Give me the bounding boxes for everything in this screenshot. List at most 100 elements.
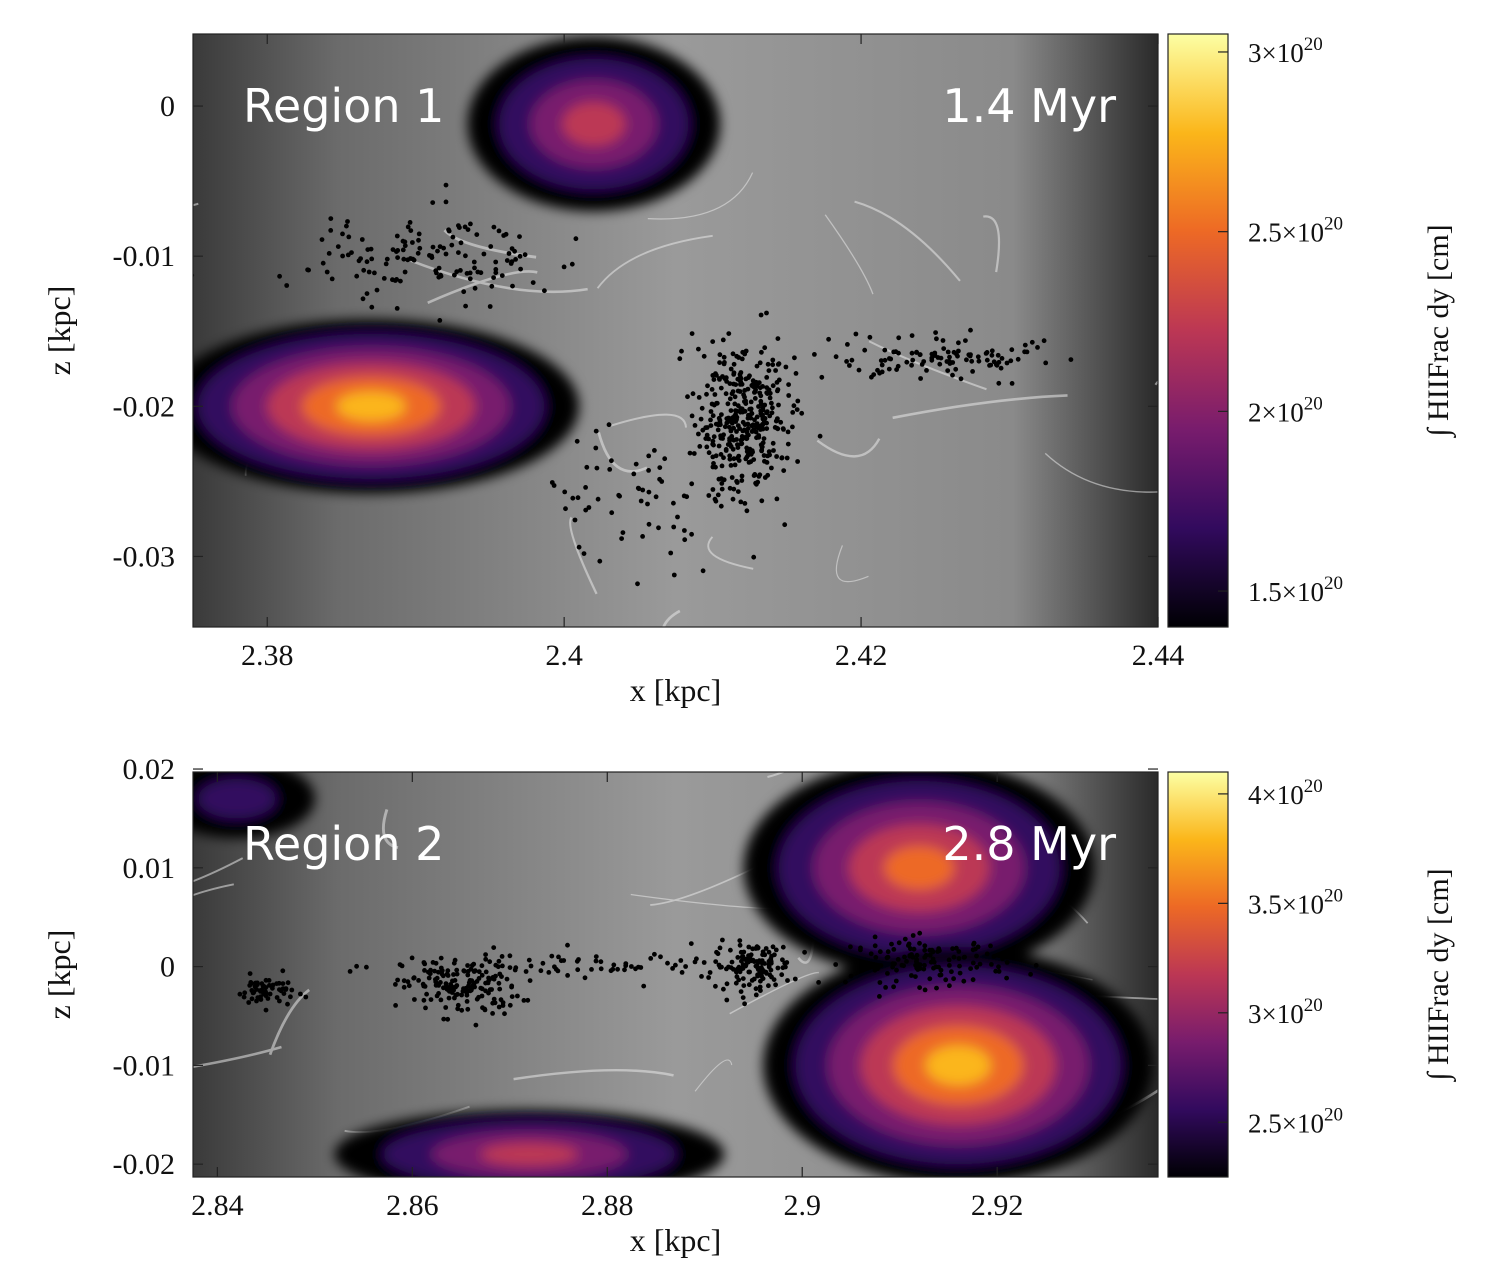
star-particle [710, 438, 716, 444]
star-particle [469, 978, 475, 983]
star-particle [498, 997, 504, 1003]
star-particle [756, 404, 761, 409]
star-particle [764, 385, 770, 390]
star-particle [346, 234, 352, 240]
star-particle [783, 364, 789, 370]
star-particle [720, 337, 726, 343]
star-particle [906, 943, 911, 948]
star-particle [760, 440, 766, 446]
star-particle [719, 486, 725, 492]
star-particle [542, 288, 547, 294]
star-particle [754, 414, 760, 420]
star-particle [527, 978, 533, 983]
star-particle [462, 968, 467, 974]
star-particle [685, 394, 690, 400]
star-particle [891, 349, 897, 355]
star-particle [328, 228, 334, 233]
star-particle [349, 250, 354, 256]
star-particle [878, 358, 884, 363]
star-particle [319, 237, 325, 243]
star-particle [763, 969, 769, 975]
star-particle [422, 968, 427, 973]
star-particle [776, 377, 782, 383]
star-particle [775, 965, 781, 971]
star-particle [786, 393, 792, 398]
star-particle [708, 417, 713, 423]
star-particle [491, 945, 497, 950]
star-particle [372, 270, 377, 276]
star-particle [438, 955, 444, 961]
star-particle [733, 408, 738, 413]
star-particle [465, 972, 471, 978]
star-particle [844, 359, 849, 364]
star-particle [609, 510, 615, 516]
star-particle [424, 991, 429, 997]
star-particle [816, 980, 821, 985]
star-particle [742, 956, 748, 962]
star-particle [914, 957, 919, 962]
star-particle [934, 985, 939, 991]
star-particle [930, 949, 936, 954]
star-particle [479, 972, 485, 978]
star-particle [968, 327, 973, 333]
star-particle [671, 572, 677, 578]
star-particle [780, 957, 785, 963]
y-tick-label: -0.02 [113, 390, 176, 423]
star-particle [732, 401, 738, 407]
star-particle [354, 273, 360, 279]
star-particle [365, 247, 371, 253]
star-particle [241, 994, 247, 1000]
star-particle [549, 953, 555, 959]
star-particle [936, 946, 942, 951]
star-particle [724, 379, 729, 384]
star-particle [879, 369, 885, 375]
ionized-regions [193, 36, 721, 494]
star-particle [491, 275, 496, 280]
star-particle [780, 426, 786, 431]
star-particle [940, 338, 946, 343]
star-particle [776, 402, 781, 408]
star-particle [938, 972, 944, 978]
star-particle [950, 372, 955, 378]
star-particle [415, 250, 421, 256]
star-particle [774, 454, 779, 459]
star-particle [739, 473, 745, 479]
star-particle [710, 487, 716, 492]
star-particle [573, 236, 579, 242]
star-particle [957, 970, 963, 976]
star-particle [629, 964, 634, 969]
star-particle [729, 475, 735, 480]
star-particle [736, 453, 742, 459]
star-particle [683, 964, 688, 969]
star-particle [454, 971, 460, 977]
star-particle [459, 992, 464, 998]
star-particle [381, 276, 387, 281]
star-particle [690, 391, 696, 397]
star-particle [747, 955, 753, 961]
star-particle [426, 975, 432, 981]
star-particle [526, 957, 532, 963]
star-particle [884, 955, 890, 961]
star-particle [440, 973, 446, 979]
star-particle [708, 409, 714, 414]
star-particle [476, 969, 482, 975]
star-particle [759, 498, 765, 504]
star-particle [546, 970, 552, 975]
star-particle [393, 982, 398, 987]
star-particle [513, 965, 519, 971]
star-particle [995, 352, 1001, 358]
star-particle [689, 531, 694, 537]
star-particle [745, 426, 751, 431]
star-particle [712, 496, 718, 502]
star-particle [721, 477, 727, 483]
star-particle [366, 269, 372, 275]
star-particle [401, 984, 407, 990]
colorbar-tick-label: 1.5×1020 [1248, 573, 1343, 607]
star-particle [466, 983, 471, 989]
star-particle [727, 424, 732, 430]
y-tick-label: -0.02 [113, 1148, 176, 1181]
star-particle [432, 968, 437, 974]
region-label: Region 1 [243, 79, 444, 133]
star-particle [764, 310, 769, 316]
star-particle [429, 253, 434, 259]
